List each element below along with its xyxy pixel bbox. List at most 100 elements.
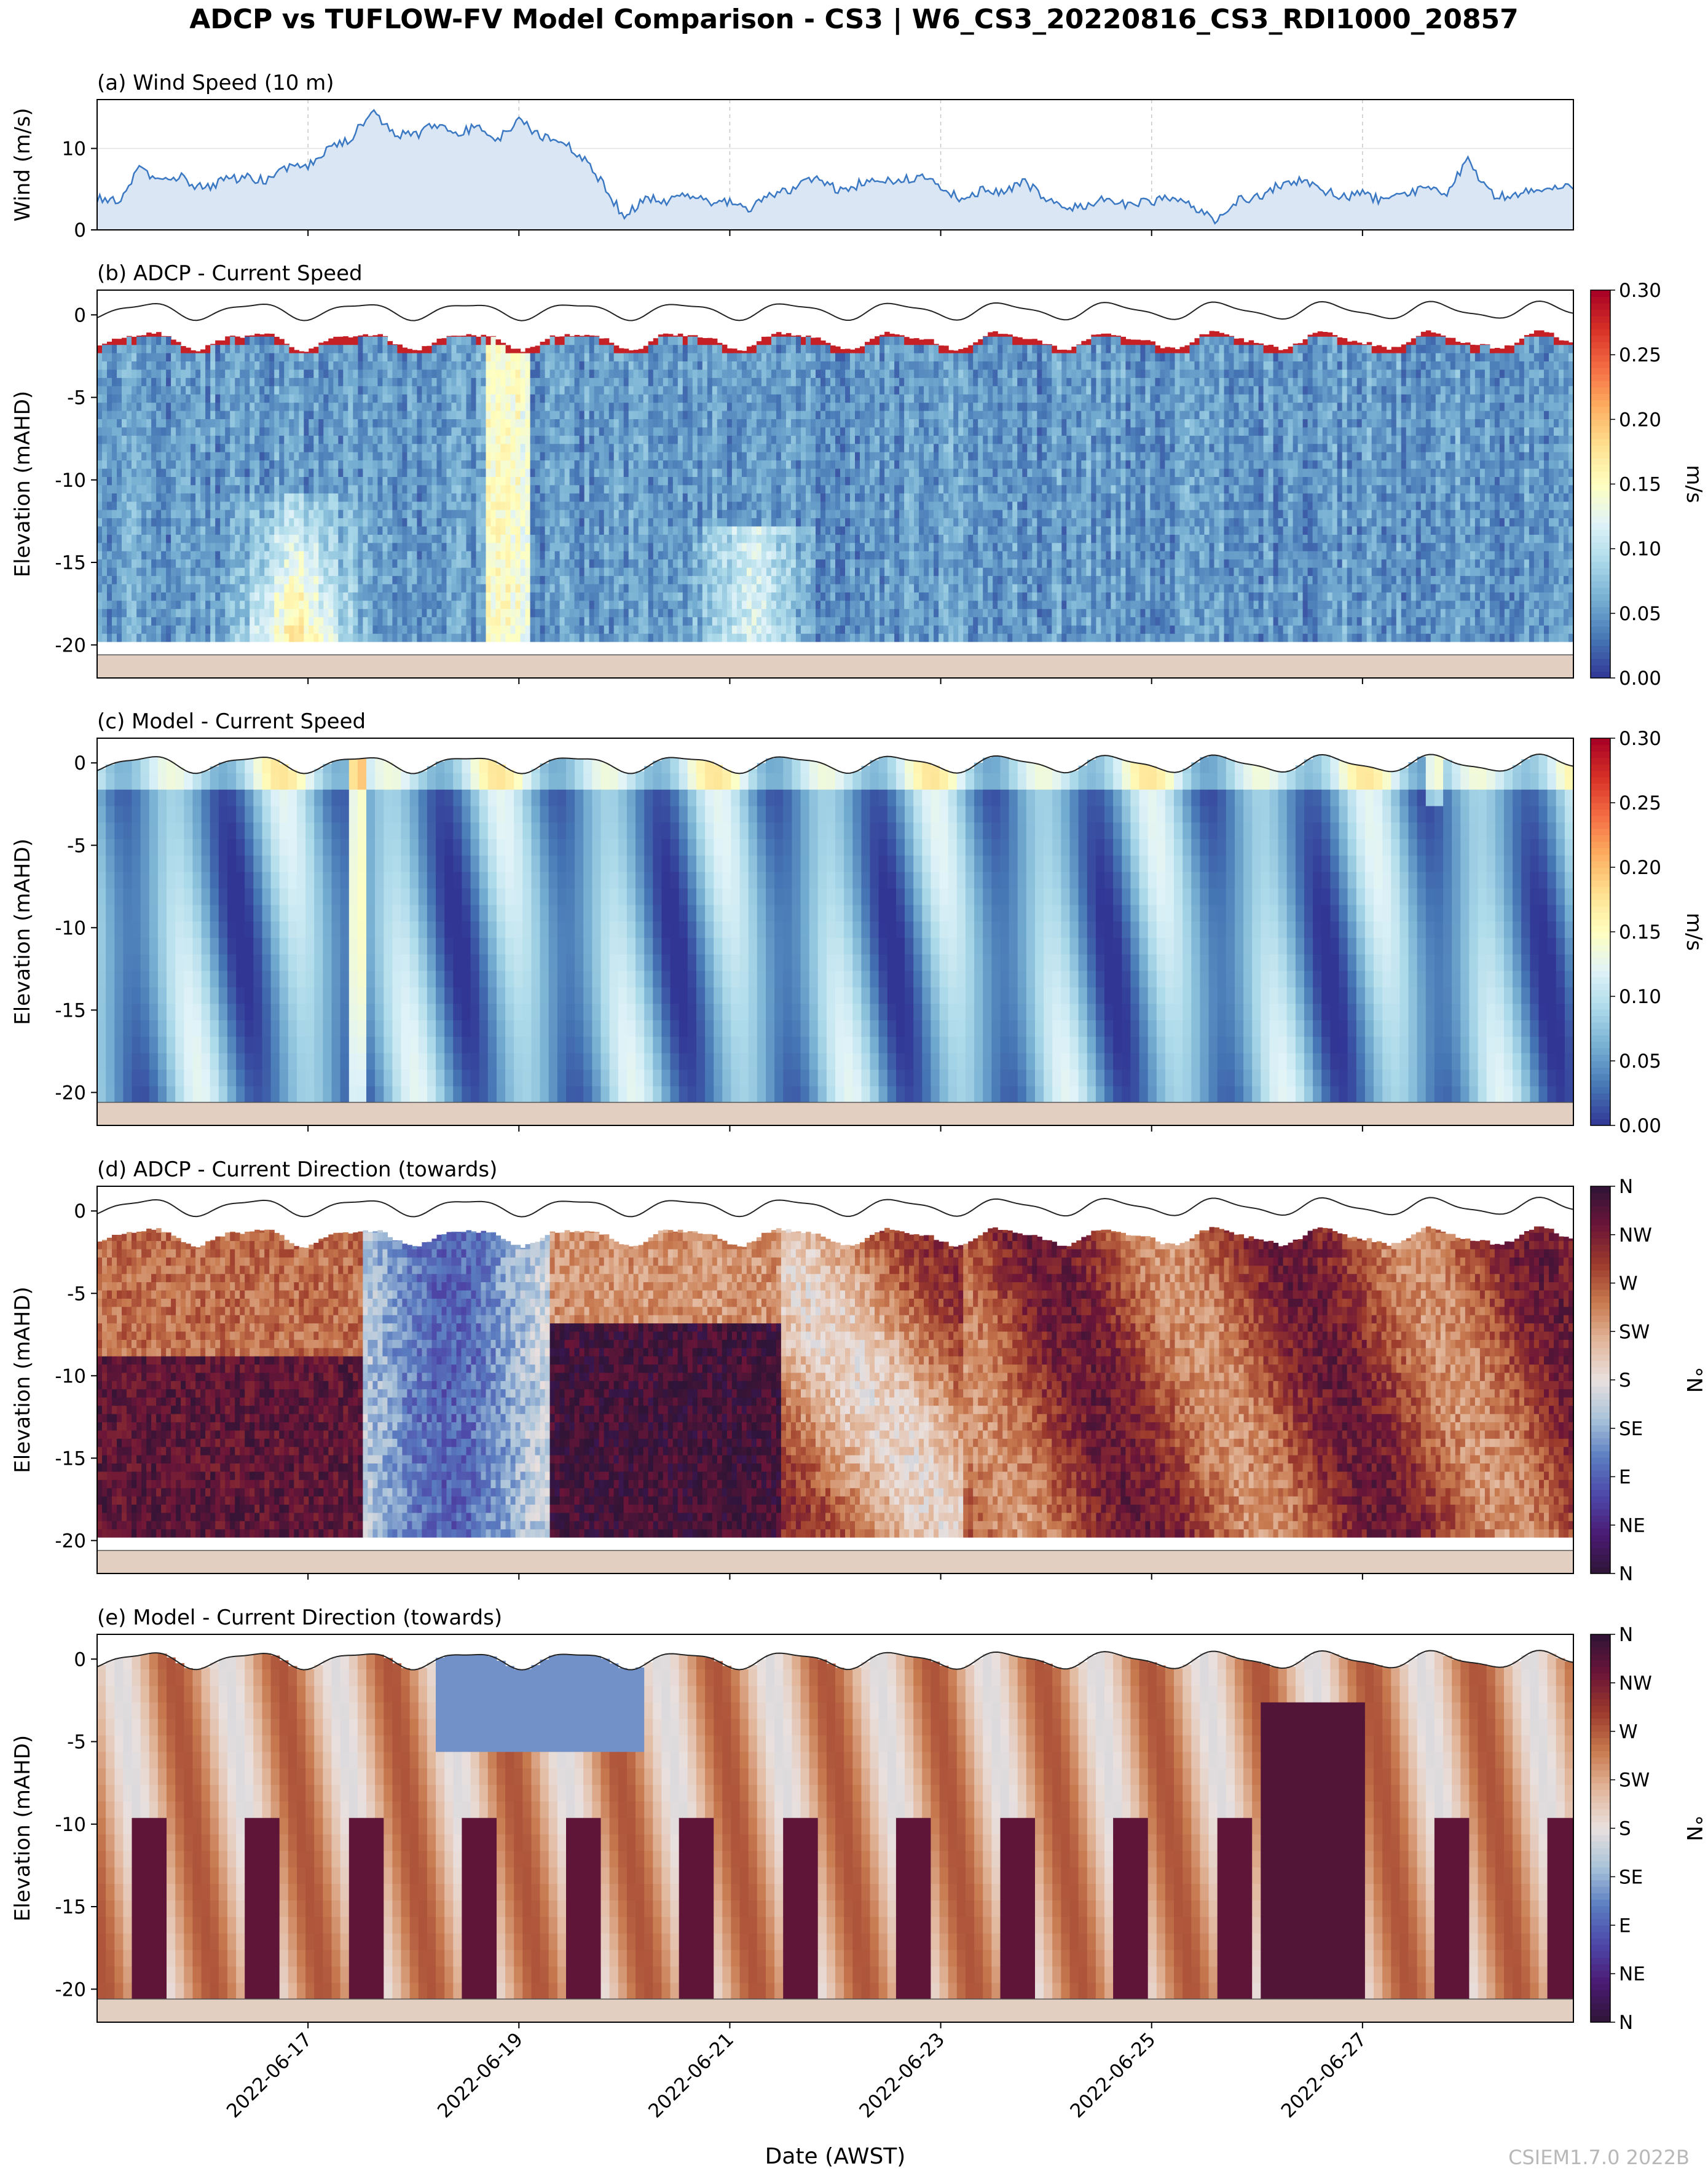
heat-cell: [146, 493, 152, 502]
heat-cell: [156, 452, 162, 460]
heat-cell: [250, 510, 255, 518]
heat-cell: [141, 608, 147, 617]
heat-cell: [171, 394, 176, 403]
heat-cell: [161, 476, 167, 485]
heat-cell: [225, 419, 230, 427]
heat-cell: [210, 559, 216, 568]
heat-cell: [240, 526, 245, 535]
heat-cell: [132, 419, 137, 427]
heat-cell: [107, 608, 112, 617]
heat-cell: [245, 493, 250, 502]
heat-cell: [117, 493, 122, 502]
heat-cell: [225, 377, 230, 386]
heat-cell: [107, 559, 112, 568]
heat-cell: [117, 353, 122, 361]
heat-cell: [191, 419, 196, 427]
heat-cell: [176, 403, 181, 411]
heat-cell: [176, 608, 181, 617]
heat-cell: [117, 526, 122, 535]
heat-cell: [122, 394, 127, 403]
heat-cell: [112, 526, 117, 535]
heat-cell: [205, 468, 211, 477]
heat-cell: [112, 460, 117, 469]
heat-cell: [146, 567, 152, 576]
heat-cell: [122, 386, 127, 395]
heat-cell: [102, 543, 108, 551]
heat-cell: [235, 369, 240, 378]
heat-cell: [240, 567, 245, 576]
heat-cell: [181, 419, 186, 427]
heat-cell: [161, 567, 167, 576]
heat-cell: [102, 403, 108, 411]
panel-b-ylabel: Elevation (mAHD): [10, 391, 35, 577]
heat-cell: [122, 468, 127, 477]
heat-cell: [146, 435, 152, 444]
heat-cell: [97, 419, 103, 427]
heat-cell: [200, 394, 206, 403]
heat-cell: [156, 485, 162, 494]
heat-cell: [146, 403, 152, 411]
heat-cell: [156, 476, 162, 485]
heat-cell: [176, 502, 181, 510]
heat-cell: [112, 485, 117, 494]
heat-cell: [117, 411, 122, 419]
heat-cell: [215, 435, 221, 444]
heat-cell: [176, 592, 181, 601]
heat-cell: [141, 427, 147, 436]
heat-cell: [215, 502, 221, 510]
heat-cell: [215, 369, 221, 378]
heat-cell: [220, 427, 226, 436]
heat-cell: [136, 427, 142, 436]
heat-cell: [181, 551, 186, 559]
heat-cell: [225, 369, 230, 378]
heat-cell: [112, 608, 117, 617]
heat-cell: [141, 617, 147, 626]
heat-cell: [117, 403, 122, 411]
heat-cell: [122, 592, 127, 601]
heat-cell: [176, 576, 181, 585]
heat-cell: [132, 377, 137, 386]
heat-cell: [122, 419, 127, 427]
heat-cell: [151, 543, 157, 551]
heat-cell: [240, 403, 245, 411]
heat-cell: [195, 352, 201, 353]
heat-cell: [166, 435, 171, 444]
heat-cell: [200, 608, 206, 617]
heat-cell: [156, 543, 162, 551]
heat-cell: [151, 386, 157, 395]
heat-cell: [250, 411, 255, 419]
heat-cell: [136, 369, 142, 378]
heat-cell: [107, 386, 112, 395]
heat-cell: [181, 386, 186, 395]
heat-cell: [215, 345, 221, 353]
heat-cell: [225, 427, 230, 436]
heat-cell: [117, 369, 122, 378]
heat-cell: [102, 369, 108, 378]
heat-cell: [230, 336, 235, 345]
heat-cell: [141, 394, 147, 403]
heat-cell: [195, 468, 201, 477]
heat-cell: [122, 377, 127, 386]
heat-cell: [240, 468, 245, 477]
heat-cell: [225, 608, 230, 617]
heat-cell: [205, 625, 211, 634]
heat-cell: [230, 476, 235, 485]
heat-cell: [191, 452, 196, 460]
heat-cell: [156, 502, 162, 510]
heat-cell: [240, 625, 245, 634]
heat-cell: [210, 502, 216, 510]
heat-cell: [127, 476, 132, 485]
heat-cell: [195, 460, 201, 469]
heat-cell: [195, 476, 201, 485]
heat-cell: [112, 476, 117, 485]
heat-cell: [127, 468, 132, 477]
heat-cell: [117, 460, 122, 469]
heat-cell: [132, 435, 137, 444]
heat-cell: [225, 634, 230, 642]
heat-cell: [97, 427, 103, 436]
heat-cell: [225, 534, 230, 543]
heat-cell: [151, 403, 157, 411]
heat-cell: [141, 634, 147, 642]
panel-a-ylabel: Wind (m/s): [10, 108, 35, 221]
heat-cell: [112, 592, 117, 601]
